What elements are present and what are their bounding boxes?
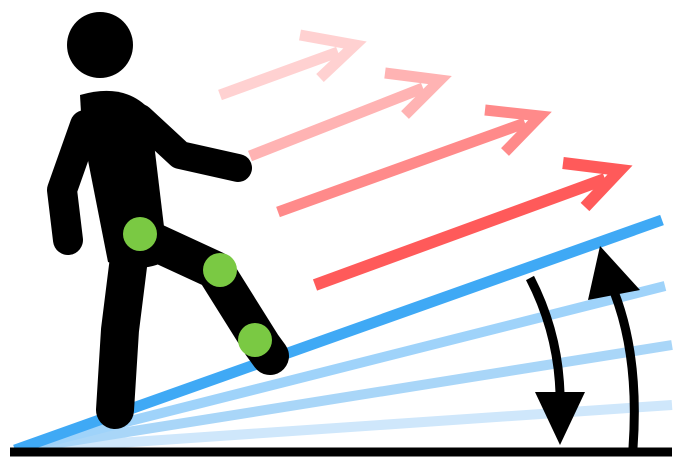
incline-line-low — [14, 340, 673, 455]
curved-arrow-icon — [526, 275, 585, 445]
walking-person-icon — [47, 12, 289, 429]
joint-marker-icon — [238, 323, 272, 357]
back-arm — [47, 110, 100, 255]
arrow-right-up-icon — [247, 67, 452, 162]
curved-arrow-icon — [588, 246, 640, 449]
joint-marker-icon — [123, 217, 157, 251]
joint-markers — [123, 217, 272, 357]
direction-arrows — [218, 29, 633, 291]
arrow-right-up-icon — [218, 29, 367, 101]
back-leg — [96, 231, 149, 429]
angle-arrows — [526, 246, 640, 449]
joint-marker-icon — [203, 253, 237, 287]
arrow-right-up-icon — [276, 104, 552, 218]
arrow-right-up-icon — [312, 157, 633, 291]
front-arm — [126, 104, 252, 182]
head — [67, 12, 133, 78]
